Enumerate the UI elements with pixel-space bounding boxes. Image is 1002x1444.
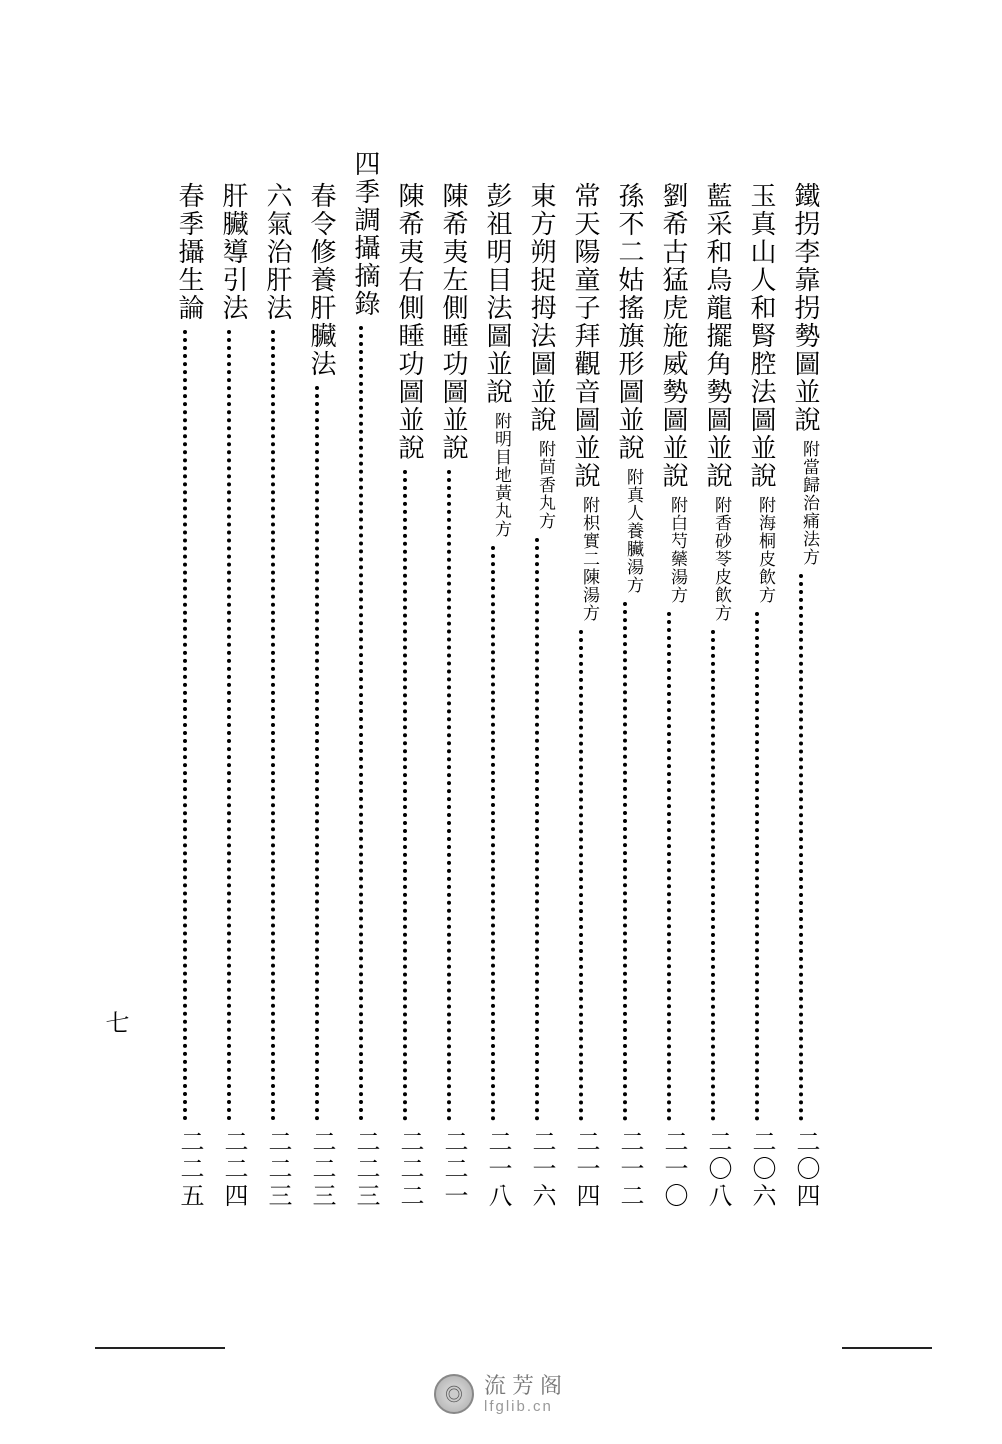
toc-entry: 東方朔捉拇法圖並說附茴香丸方二一六 xyxy=(518,182,556,1210)
watermark: ◎ 流芳阁 lfglib.cn xyxy=(434,1372,568,1416)
toc-entry-page: 二二一 xyxy=(430,1129,468,1210)
toc-entry-page: 二一〇 xyxy=(650,1129,688,1210)
toc-entry-title: 東方朔捉拇法圖並說 xyxy=(518,182,556,434)
toc-entry-page: 二二二 xyxy=(386,1129,424,1210)
toc-entry: 鐵拐李靠拐勢圖並說附當歸治痛法方二〇四 xyxy=(782,182,820,1210)
toc-entry-page: 二一六 xyxy=(518,1129,556,1210)
toc-entry-subtitle: 附茴香丸方 xyxy=(518,440,556,530)
watermark-title: 流芳阁 xyxy=(484,1372,568,1398)
toc-entry-page: 二一四 xyxy=(562,1129,600,1210)
toc-entry: 肝臟導引法二二四 xyxy=(210,182,248,1210)
toc-entry: 春季攝生論二二五 xyxy=(166,182,204,1210)
toc-entry-title: 常天陽童子拜觀音圖並說 xyxy=(562,182,600,490)
toc-entry: 陳希夷右側睡功圖並說二二二 xyxy=(386,182,424,1210)
toc-entry-page: 二〇四 xyxy=(782,1129,820,1210)
toc-leader-dots xyxy=(386,470,424,1121)
watermark-text: 流芳阁 lfglib.cn xyxy=(484,1372,568,1416)
toc-entry: 陳希夷左側睡功圖並說二二一 xyxy=(430,182,468,1210)
border-line xyxy=(842,1347,932,1349)
page-number-marker: 七 xyxy=(100,1010,135,1034)
toc-entry-title: 肝臟導引法 xyxy=(210,182,248,322)
toc-entry: 彭祖明目法圖並說附明目地黃丸方二一八 xyxy=(474,182,512,1210)
toc-entry-subtitle: 附枳實二陳湯方 xyxy=(562,496,600,622)
toc-leader-dots xyxy=(474,546,512,1121)
toc-entry: 藍采和烏龍擺角勢圖並說附香砂苓皮飲方二〇八 xyxy=(694,182,732,1210)
toc-entry: 常天陽童子拜觀音圖並說附枳實二陳湯方二一四 xyxy=(562,182,600,1210)
toc-entry: 四季調攝摘錄二二三 xyxy=(342,150,380,1210)
toc-entry-title: 藍采和烏龍擺角勢圖並說 xyxy=(694,182,732,490)
toc-leader-dots xyxy=(606,602,644,1121)
toc-entry-page: 二一八 xyxy=(474,1129,512,1210)
toc-entry-title: 陳希夷右側睡功圖並說 xyxy=(386,182,424,462)
toc-leader-dots xyxy=(430,470,468,1121)
watermark-url: lfglib.cn xyxy=(484,1398,568,1416)
toc-leader-dots xyxy=(738,612,776,1121)
toc-entry-page: 二〇六 xyxy=(738,1129,776,1210)
toc-leader-dots xyxy=(254,330,292,1121)
toc-entry: 玉真山人和腎腔法圖並說附海桐皮飲方二〇六 xyxy=(738,182,776,1210)
toc-leader-dots xyxy=(694,630,732,1121)
toc-entry-title: 陳希夷左側睡功圖並說 xyxy=(430,182,468,462)
toc-entry-page: 二二三 xyxy=(298,1129,336,1210)
toc-entry-title: 春季攝生論 xyxy=(166,182,204,322)
toc-page: 鐵拐李靠拐勢圖並說附當歸治痛法方二〇四玉真山人和腎腔法圖並說附海桐皮飲方二〇六藍… xyxy=(120,150,820,1300)
toc-entry-subtitle: 附香砂苓皮飲方 xyxy=(694,496,732,622)
toc-entry-title: 孫不二姑搖旗形圖並說 xyxy=(606,182,644,462)
watermark-logo-icon: ◎ xyxy=(434,1374,474,1414)
toc-entry-page: 二二三 xyxy=(254,1129,292,1210)
toc-entry-title: 彭祖明目法圖並說 xyxy=(474,182,512,406)
toc-entry-title: 劉希古猛虎施威勢圖並說 xyxy=(650,182,688,490)
toc-entry-subtitle: 附白芍藥湯方 xyxy=(650,496,688,604)
toc-entry-title: 四季調攝摘錄 xyxy=(342,150,380,318)
toc-entry-page: 二一二 xyxy=(606,1129,644,1210)
toc-leader-dots xyxy=(210,330,248,1121)
toc-leader-dots xyxy=(562,630,600,1121)
toc-entry: 孫不二姑搖旗形圖並說附真人養臟湯方二一二 xyxy=(606,182,644,1210)
toc-entry-page: 二二四 xyxy=(210,1129,248,1210)
toc-entry-title: 鐵拐李靠拐勢圖並說 xyxy=(782,182,820,434)
toc-leader-dots xyxy=(782,574,820,1121)
toc-entry-page: 二二五 xyxy=(166,1129,204,1210)
toc-entry: 劉希古猛虎施威勢圖並說附白芍藥湯方二一〇 xyxy=(650,182,688,1210)
toc-entry-page: 二〇八 xyxy=(694,1129,732,1210)
border-line xyxy=(95,1347,225,1349)
toc-leader-dots xyxy=(166,330,204,1121)
toc-entry-subtitle: 附當歸治痛法方 xyxy=(782,440,820,566)
toc-entry: 春令修養肝臟法二二三 xyxy=(298,182,336,1210)
toc-entry-title: 春令修養肝臟法 xyxy=(298,182,336,378)
toc-entry-page: 二二三 xyxy=(342,1129,380,1210)
toc-entry-subtitle: 附真人養臟湯方 xyxy=(606,468,644,594)
toc-leader-dots xyxy=(650,612,688,1121)
toc-leader-dots xyxy=(342,326,380,1121)
toc-entry-title: 六氣治肝法 xyxy=(254,182,292,322)
toc-entry-subtitle: 附明目地黃丸方 xyxy=(474,412,512,538)
toc-entry: 六氣治肝法二二三 xyxy=(254,182,292,1210)
toc-leader-dots xyxy=(298,386,336,1121)
toc-entry-title: 玉真山人和腎腔法圖並說 xyxy=(738,182,776,490)
toc-leader-dots xyxy=(518,538,556,1121)
toc-entry-subtitle: 附海桐皮飲方 xyxy=(738,496,776,604)
